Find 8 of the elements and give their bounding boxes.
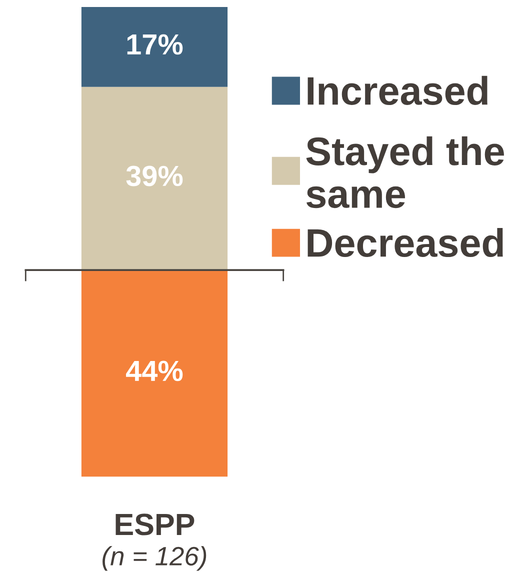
legend-label: Increased [308,76,488,105]
data-label: 39% [126,166,183,186]
data-label: 17% [127,34,183,55]
text: (n = 126) [102,546,206,571]
legend-label: Decreased [308,228,503,258]
x-tick-label: ESPP [116,514,194,536]
legend-label: Stayed the same [306,136,504,208]
data-label: 44% [126,360,183,382]
